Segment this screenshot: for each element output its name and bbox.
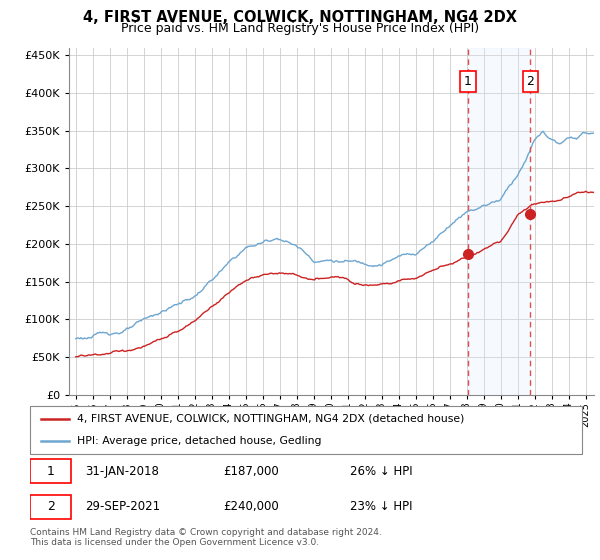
Text: 4, FIRST AVENUE, COLWICK, NOTTINGHAM, NG4 2DX (detached house): 4, FIRST AVENUE, COLWICK, NOTTINGHAM, NG… [77, 414, 464, 424]
FancyBboxPatch shape [30, 495, 71, 519]
Text: 1: 1 [47, 465, 55, 478]
Text: £187,000: £187,000 [223, 465, 279, 478]
Text: £240,000: £240,000 [223, 500, 279, 513]
Text: HPI: Average price, detached house, Gedling: HPI: Average price, detached house, Gedl… [77, 436, 322, 446]
Text: Contains HM Land Registry data © Crown copyright and database right 2024.
This d: Contains HM Land Registry data © Crown c… [30, 528, 382, 547]
FancyBboxPatch shape [30, 459, 71, 483]
Text: 4, FIRST AVENUE, COLWICK, NOTTINGHAM, NG4 2DX: 4, FIRST AVENUE, COLWICK, NOTTINGHAM, NG… [83, 10, 517, 25]
Text: Price paid vs. HM Land Registry's House Price Index (HPI): Price paid vs. HM Land Registry's House … [121, 22, 479, 35]
Text: 31-JAN-2018: 31-JAN-2018 [85, 465, 159, 478]
Text: 2: 2 [47, 500, 55, 513]
FancyBboxPatch shape [30, 406, 582, 454]
Bar [468, 48, 530, 395]
Text: 1: 1 [464, 75, 472, 88]
Text: 23% ↓ HPI: 23% ↓ HPI [350, 500, 413, 513]
Text: 2: 2 [526, 75, 534, 88]
Text: 29-SEP-2021: 29-SEP-2021 [85, 500, 160, 513]
Text: 26% ↓ HPI: 26% ↓ HPI [350, 465, 413, 478]
